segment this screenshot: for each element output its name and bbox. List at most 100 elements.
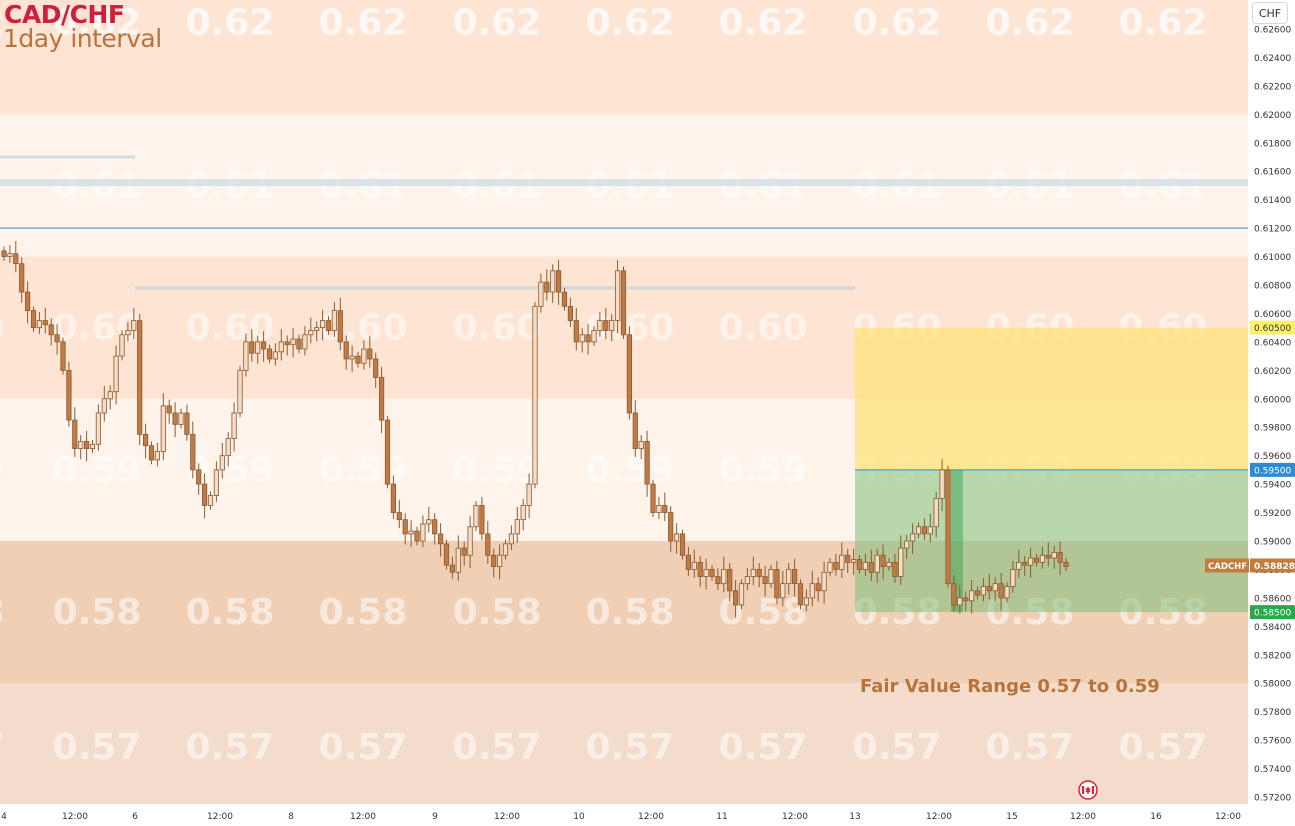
candle: [674, 533, 680, 542]
candle: [868, 561, 874, 573]
candle: [892, 561, 898, 577]
candle: [84, 441, 90, 449]
candle: [60, 341, 66, 371]
candle: [992, 583, 998, 592]
band-watermark: 0.58: [719, 592, 808, 633]
candle: [449, 564, 456, 573]
candle: [420, 523, 426, 542]
price-tick-label: 0.62400: [1254, 54, 1291, 64]
band-watermark: 0.60: [453, 308, 542, 349]
candle: [1028, 557, 1034, 566]
candle: [898, 547, 904, 577]
candle: [319, 320, 326, 329]
candle: [721, 569, 727, 585]
price-axis[interactable]: 0.62600 0.62400 0.62200 0.62000 0.61800 0.616…: [1254, 26, 1291, 804]
candle: [839, 554, 845, 570]
candle: [650, 483, 656, 513]
candle: [337, 310, 343, 343]
candle: [373, 358, 379, 378]
price-tick-label: 0.58600: [1254, 594, 1291, 604]
candle: [520, 505, 526, 521]
candle: [915, 526, 922, 535]
candle: [1033, 557, 1040, 563]
currency-button[interactable]: CHF: [1252, 2, 1288, 24]
band-watermark: 0.62: [1119, 3, 1208, 44]
time-tick-label: 12:00: [926, 812, 952, 822]
candle: [131, 320, 137, 331]
candle: [455, 547, 461, 573]
price-labels: 0.60500 0.59500 0.58500 CADCHF 0.58828: [1205, 320, 1295, 620]
candle: [703, 569, 709, 577]
candle: [974, 590, 981, 596]
candle: [750, 569, 756, 577]
candle: [508, 533, 515, 545]
candle: [437, 533, 444, 545]
price-tick-label: 0.59800: [1254, 424, 1291, 434]
candle: [780, 583, 786, 599]
candle: [969, 590, 975, 602]
price-tick-label: 0.58000: [1254, 680, 1291, 690]
candle: [762, 576, 768, 585]
candle: [662, 505, 668, 513]
candle: [396, 512, 402, 521]
chart-interval: 1day interval: [3, 24, 162, 53]
candle: [426, 519, 432, 525]
candle: [42, 320, 48, 326]
candle: [856, 559, 863, 570]
candle: [166, 405, 172, 414]
candle: [957, 597, 963, 606]
time-tick-label: 12:00: [207, 812, 233, 822]
band-watermark: 0.62: [853, 3, 942, 44]
candle: [986, 586, 992, 592]
candle: [467, 526, 473, 556]
candle: [550, 270, 556, 293]
time-tick-label: 10: [573, 812, 585, 822]
price-tick-label: 0.60200: [1254, 367, 1291, 377]
candle: [656, 505, 662, 513]
candle: [48, 324, 54, 336]
candle: [514, 519, 520, 535]
candle: [408, 530, 414, 535]
candle: [125, 330, 131, 336]
time-tick-label: 12:00: [62, 812, 88, 822]
candle: [951, 583, 957, 606]
time-tick-label: 16: [1150, 812, 1162, 822]
candle: [886, 561, 892, 567]
candle: [107, 391, 113, 400]
candle: [355, 355, 361, 364]
candle: [243, 341, 249, 371]
candle: [845, 554, 851, 563]
candle: [744, 576, 751, 585]
price-label-text: 0.60500: [1254, 324, 1291, 334]
candle: [591, 330, 597, 343]
band-watermark: 0.57: [0, 727, 4, 768]
price-tick-label: 0.57600: [1254, 737, 1291, 747]
candle: [101, 398, 107, 414]
candle: [119, 334, 125, 357]
candle: [1051, 551, 1057, 559]
band-watermark: 0.58: [586, 592, 675, 633]
candle: [1045, 554, 1051, 559]
band-watermark: 0.57: [853, 727, 942, 768]
price-label-tag: [1250, 320, 1295, 335]
price-tick-label: 0.61400: [1254, 196, 1291, 206]
time-axis[interactable]: 4 12:00 6 12:00 8 12:00 9 12:00 10 12:00 11 12:00 13…: [1, 812, 1241, 822]
candle: [945, 469, 951, 585]
candle: [219, 455, 225, 471]
zone-layer: [855, 327, 1248, 613]
candle: [526, 483, 532, 506]
candle: [727, 569, 733, 592]
price-label-tag: [1250, 462, 1295, 477]
line-layer: [0, 155, 1248, 290]
canada-flag-icon[interactable]: [1078, 780, 1098, 800]
candle: [502, 543, 509, 556]
price-tick-label: 0.60600: [1254, 310, 1291, 320]
band-watermark: 0.57: [719, 727, 808, 768]
candle: [160, 405, 166, 452]
price-band: [0, 0, 1248, 115]
candle: [196, 469, 202, 485]
band-watermark: 0.57: [453, 727, 542, 768]
candle: [213, 469, 219, 496]
